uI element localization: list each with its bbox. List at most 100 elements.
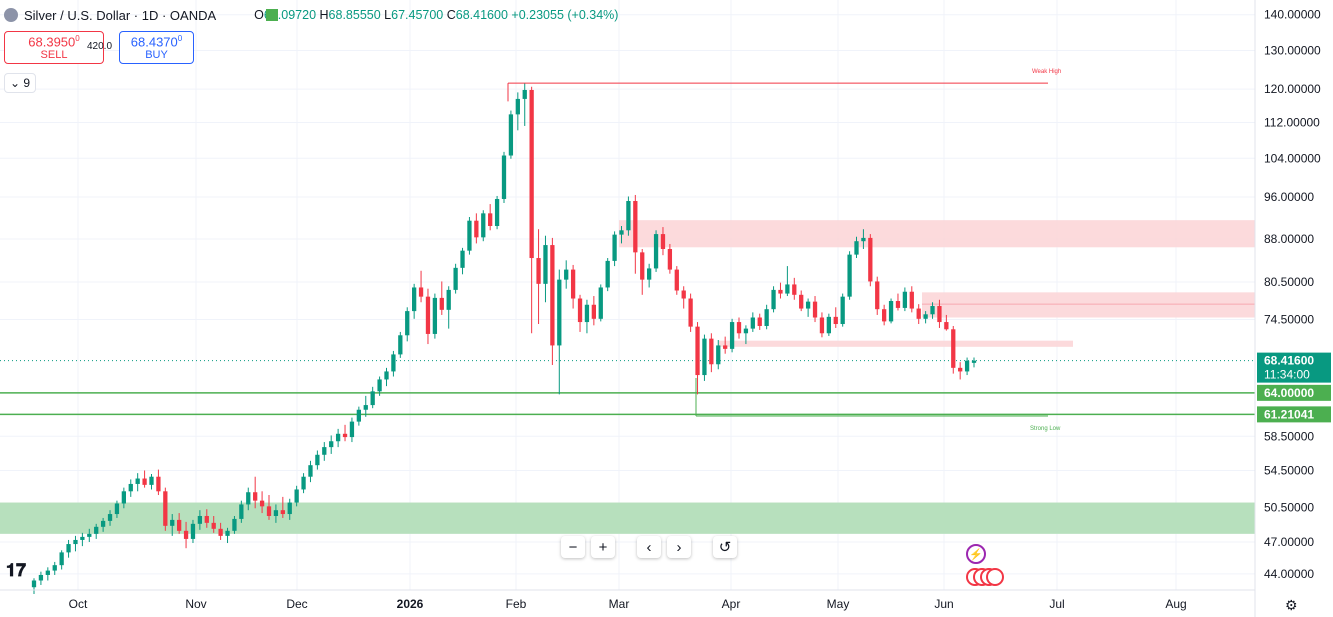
- candle-body: [135, 478, 140, 484]
- candle-body: [826, 316, 831, 334]
- symbol-title[interactable]: Silver / U.S. Dollar · 1D · OANDA: [24, 7, 217, 23]
- buy-price: 68.4370: [130, 34, 178, 50]
- candle-body: [412, 287, 417, 312]
- candle-body: [363, 405, 368, 410]
- time-tick-label: Mar: [609, 597, 630, 611]
- candle-body: [785, 284, 790, 294]
- candle-body: [439, 297, 444, 310]
- scroll-right-icon[interactable]: ›: [667, 536, 691, 558]
- candle-body: [460, 250, 465, 268]
- candle-body: [584, 304, 590, 323]
- candle-body: [87, 533, 92, 537]
- level-price-tag: [1257, 384, 1331, 401]
- spread-value: 420.0: [87, 41, 113, 52]
- candle-body: [342, 433, 348, 438]
- candle-body: [951, 329, 956, 368]
- last-price-tag: [1257, 352, 1331, 383]
- chart-legend: Silver / U.S. Dollar · 1D · OANDA O68.09…: [0, 0, 618, 30]
- candle-body: [902, 291, 908, 308]
- candle-body: [232, 518, 237, 531]
- price-tick-label: 44.00000: [1264, 567, 1314, 581]
- candle-body: [854, 241, 859, 255]
- settings-icon[interactable]: ⚙: [1285, 597, 1298, 613]
- candle-body: [218, 528, 223, 536]
- indicators-toggle[interactable]: ⌄ 9: [4, 73, 36, 93]
- candle-body: [736, 322, 742, 334]
- time-tick-label: 2026: [397, 597, 424, 611]
- buy-label: BUY: [145, 49, 168, 62]
- candle-body: [239, 504, 244, 519]
- price-tick-label: 112.00000: [1264, 115, 1320, 129]
- low-value: 67.45700: [391, 8, 444, 22]
- candle-body: [405, 311, 410, 336]
- time-tick-label: Jun: [934, 597, 953, 611]
- candle-body: [211, 522, 216, 529]
- candle-body: [52, 565, 57, 571]
- candle-body: [335, 433, 341, 442]
- candle-body: [488, 213, 493, 227]
- candle-body: [163, 491, 168, 526]
- market-status-icon: [266, 9, 278, 21]
- candle-body: [31, 580, 37, 588]
- logo-circle-icon: [4, 8, 18, 22]
- candle-body: [294, 489, 299, 503]
- supply-zone: [922, 292, 1255, 318]
- buy-price-sup: 0: [177, 34, 183, 43]
- candle-body: [757, 317, 762, 326]
- candle-body: [702, 338, 707, 376]
- sell-button[interactable]: 68.39500 SELL: [4, 31, 104, 64]
- candle-body: [349, 421, 355, 438]
- high-value: 68.85550: [328, 8, 381, 22]
- change-value: +0.23055 (+0.34%): [511, 8, 619, 22]
- time-tick-label: May: [827, 597, 850, 611]
- indicators-count: 9: [23, 76, 31, 90]
- candle-body: [778, 289, 783, 294]
- candle-body: [100, 520, 106, 527]
- candle-body: [253, 492, 258, 501]
- level-lines: Weak High Strong Low: [0, 69, 1255, 432]
- candle-body: [937, 306, 942, 323]
- candle-body: [598, 287, 603, 319]
- flash-icon[interactable]: ⚡: [966, 544, 986, 564]
- level-price-label: 61.21041: [1264, 407, 1314, 421]
- candle-body: [121, 491, 126, 504]
- candle-body: [958, 367, 963, 372]
- zoom-out-icon[interactable]: −: [561, 536, 585, 558]
- candle-body: [45, 570, 50, 575]
- candle-body: [674, 269, 679, 291]
- candle-body: [114, 503, 120, 515]
- chevron-down-icon: ⌄: [9, 76, 21, 90]
- reset-icon[interactable]: ↺: [713, 536, 737, 558]
- price-tick-label: 96.00000: [1264, 190, 1314, 204]
- us-flag-icon[interactable]: [966, 568, 1004, 588]
- candle-body: [266, 506, 272, 516]
- candle-body: [557, 279, 562, 346]
- candle-body: [370, 391, 375, 406]
- scroll-left-icon[interactable]: ‹: [637, 536, 661, 558]
- candle-body: [246, 492, 251, 505]
- candle-body: [577, 298, 583, 323]
- candle-body: [619, 230, 624, 235]
- candle-body: [225, 530, 230, 536]
- candle-body: [688, 298, 693, 327]
- candle-body: [356, 409, 361, 422]
- candle-body: [882, 309, 887, 322]
- candle-body: [287, 502, 292, 515]
- weak-high-label: Weak High: [1032, 69, 1061, 75]
- candle-body: [812, 301, 818, 318]
- buy-button[interactable]: 68.43700 BUY: [119, 31, 194, 64]
- tradingview-logo-icon: 𝟏𝟕: [6, 560, 27, 580]
- last-price-label: 68.41600: [1264, 354, 1314, 368]
- high-label: H: [319, 8, 329, 22]
- low-label: L: [384, 8, 392, 22]
- price-tick-label: 58.50000: [1264, 429, 1314, 443]
- candle-body: [59, 552, 64, 566]
- supply-zone: [619, 220, 1255, 248]
- candle-body: [529, 89, 534, 259]
- candle-body: [273, 510, 279, 516]
- zoom-in-icon[interactable]: +: [591, 536, 615, 558]
- candle-body: [204, 515, 209, 523]
- candle-body: [909, 291, 914, 309]
- price-tick-label: 120.00000: [1264, 82, 1321, 96]
